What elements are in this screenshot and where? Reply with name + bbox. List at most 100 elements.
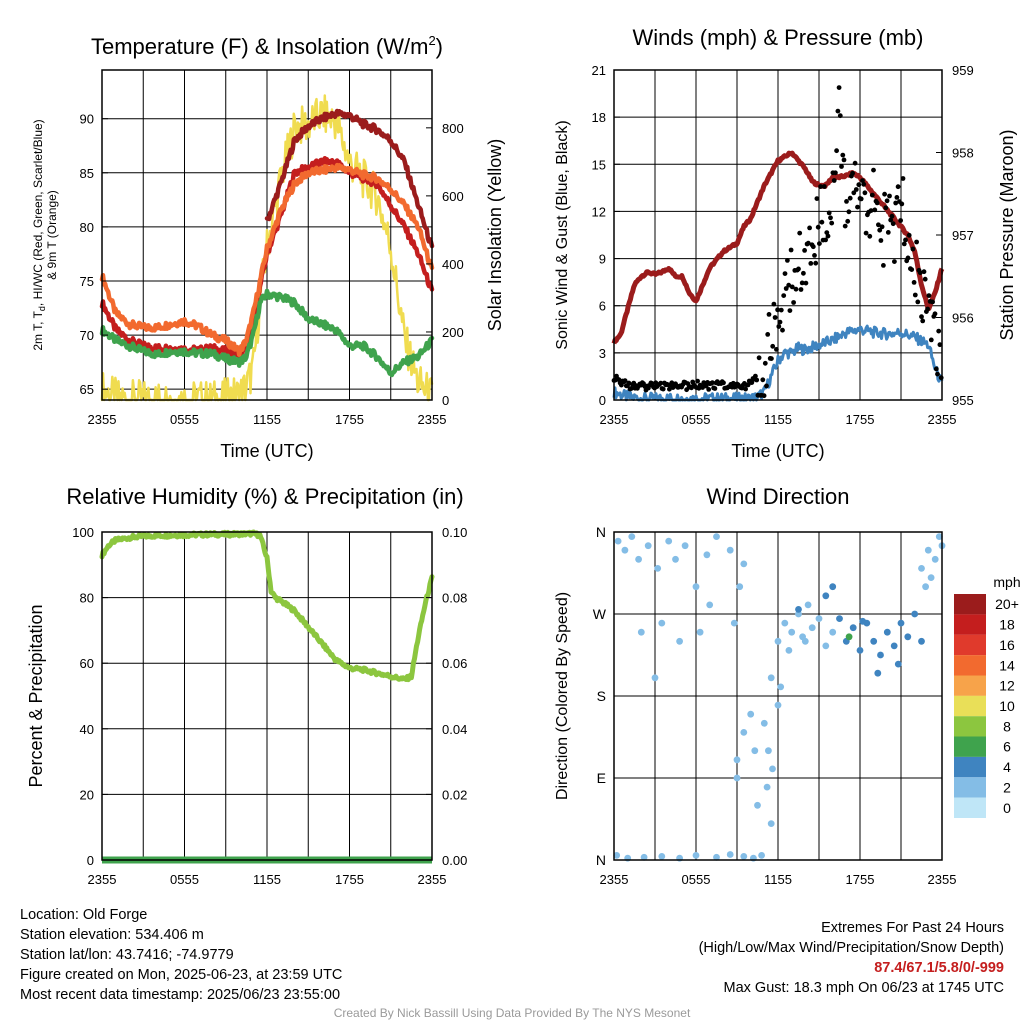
gust-point [706,387,712,392]
gust-point [881,263,886,268]
x-tick-label: 2355 [928,412,957,427]
gust-point [895,184,901,190]
gust-point [862,190,868,196]
gust-point [803,280,809,286]
extremes-info: Extremes For Past 24 Hours (High/Low/Max… [699,918,1004,998]
x-tick-label: 0555 [682,872,711,887]
x-tick-label: 1155 [253,412,281,427]
humidity-ticks: 2355 0555 1155 1755 2355 0 20 40 60 80 100 0.00 0.02… [72,525,467,887]
station-info: Location: Old Forge Station elevation: 5… [20,905,342,1005]
direction-point [829,628,837,636]
temperature-x-label: Time (UTC) [220,441,313,461]
gust-point [669,380,675,386]
direction-point [658,619,666,627]
colorbar-label: 14 [999,657,1015,673]
gust-point [901,241,907,247]
y-tick-label-right: 0.06 [442,656,467,671]
humidity-grid [101,531,433,861]
gust-point [853,187,859,192]
gust-point [770,343,776,349]
gust-point [801,270,806,276]
direction-point [788,628,796,636]
humidity-y-label: Percent & Precipitation [26,604,46,787]
gust-point [855,204,860,210]
gust-point [771,301,777,307]
y-tick-label: 0 [599,393,606,408]
station-elevation: Station elevation: 534.406 m [20,927,204,943]
colorbar-label: 4 [1003,759,1011,775]
y-tick-label: N [596,524,606,540]
y-tick-label: 80 [80,220,94,235]
direction-point [870,637,878,645]
direction-point [829,583,837,591]
direction-point [758,852,765,859]
y-tick-label: 15 [592,157,606,172]
direction-point [767,820,775,827]
direction-point [897,619,905,627]
gust-point [910,246,916,252]
gust-point [764,383,769,389]
gust-point [845,218,851,224]
direction-point [726,851,734,858]
gust-point [922,276,928,282]
direction-point [658,853,666,860]
winds-y-label: Sonic Wind & Gust (Blue, Black) [554,120,571,349]
gust-point [868,208,874,214]
x-tick-label: 1755 [846,412,875,427]
gust-point [775,307,780,313]
gust-point [787,308,793,313]
y-tick-label-right: 400 [442,257,464,272]
direction-point [703,551,711,559]
y-tick-label: 80 [80,591,94,606]
gust-point [802,248,807,253]
gust-point [847,195,853,201]
gust-point [846,209,852,215]
direction-ticks: 2355 0555 1155 1755 2355 N E S W N [593,524,957,887]
gust-point [831,178,837,183]
gust-point [936,328,942,334]
gust-point [796,266,801,272]
gust-point [619,382,624,388]
gust-point [885,230,891,235]
y-tick-label: 40 [80,722,94,737]
gust-point [876,222,881,228]
figure-created: Figure created on Mon, 2025-06-23, at 23… [20,967,343,983]
gust-point [721,380,726,386]
gust-point [814,196,820,202]
colorbar-swatch [954,736,986,757]
y-tick-label: 85 [80,166,94,181]
recent-timestamp: Most recent data timestamp: 2025/06/23 2… [20,987,341,1003]
gust-point [874,200,880,206]
y-tick-label-right: 958 [952,146,974,161]
y-tick-label-right: 0.10 [442,525,467,540]
gust-point [911,280,917,285]
credit-line: Created By Nick Bassill Using Data Provi… [333,1006,691,1020]
direction-point [635,555,642,563]
direction-point [681,542,689,550]
gust-point [813,260,819,266]
gust-point [778,307,784,313]
direction-point [822,642,830,650]
gust-point [788,247,794,253]
direction-title: Wind Direction [706,484,849,509]
y-tick-label-right: 955 [952,393,974,408]
direction-point [733,756,741,764]
direction-point [799,633,806,641]
colorbar-swatch [954,695,986,717]
colorbar-swatch [954,614,986,635]
direction-point [785,647,793,654]
humidity-plot-frame [101,531,433,861]
direction-point [628,533,636,540]
extremes-subtitle: (High/Low/Max Wind/Precipitation/Snow De… [698,940,1004,956]
direction-point [692,583,700,591]
y-tick-label: 60 [80,656,94,671]
direction-point [890,642,898,650]
gust-point [793,286,799,292]
gust-point [914,239,919,245]
gust-point [658,380,664,386]
direction-grid [613,531,943,861]
gust-point [840,152,846,158]
colorbar-label: 0 [1003,800,1011,816]
gust-point [905,255,911,261]
gust-point [789,284,795,290]
